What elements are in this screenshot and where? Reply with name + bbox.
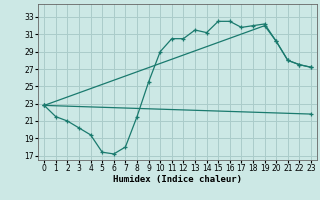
- X-axis label: Humidex (Indice chaleur): Humidex (Indice chaleur): [113, 175, 242, 184]
